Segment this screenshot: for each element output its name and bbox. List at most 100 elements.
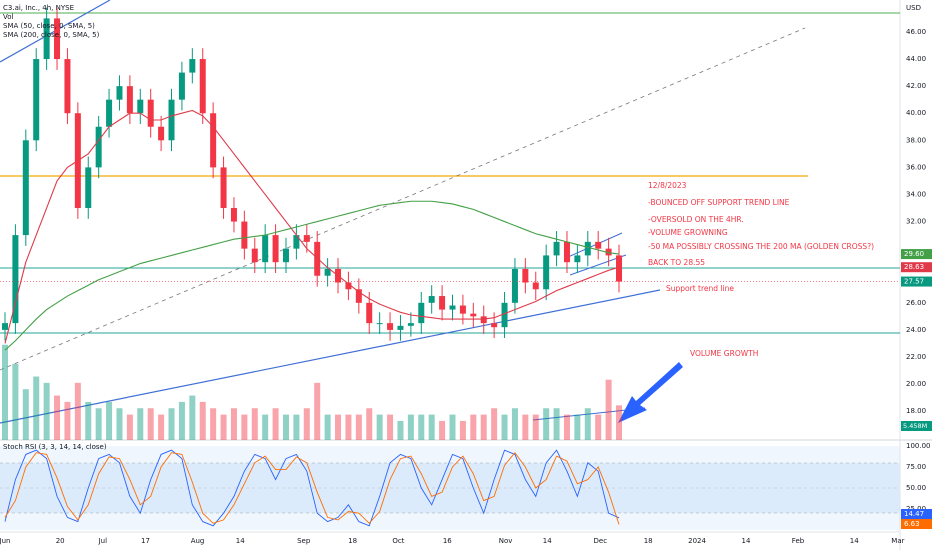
- volume-bar: [387, 414, 394, 440]
- candle-body: [210, 113, 217, 168]
- volume-bar: [147, 408, 154, 440]
- volume-bar: [33, 376, 40, 440]
- volume-bar: [272, 408, 279, 440]
- support-trend-line: [0, 289, 661, 424]
- candle-body: [95, 126, 102, 168]
- candle-body: [459, 305, 466, 314]
- volume-bar: [22, 389, 29, 440]
- volume-bar: [12, 363, 19, 440]
- price-label-box: [901, 262, 932, 273]
- volume-bar: [355, 414, 362, 440]
- volume-bar: [574, 414, 581, 440]
- candle-body: [178, 72, 185, 100]
- candle-body: [376, 323, 383, 325]
- volume-bar: [64, 401, 71, 440]
- y-tick-label: 34.00: [906, 190, 926, 198]
- candle-body: [199, 59, 206, 114]
- volume-bar: [178, 401, 185, 440]
- price-label-box: [901, 276, 932, 287]
- annotation: -OVERSOLD ON THE 4HR.: [648, 215, 744, 224]
- volume-bar: [324, 414, 331, 440]
- x-tick-label: 14: [850, 537, 859, 545]
- candle-body: [428, 296, 435, 303]
- volume-bar: [335, 414, 342, 440]
- volume-label-box: [901, 421, 932, 431]
- y-tick-label: 36.00: [906, 163, 926, 171]
- y-tick-label: 75.00: [906, 463, 926, 471]
- volume-label: 5.458M: [903, 422, 927, 430]
- candle-body: [491, 323, 498, 328]
- volume-legend: Vol: [3, 13, 14, 21]
- volume-bar: [293, 414, 300, 440]
- x-tick-label: 2024: [688, 537, 706, 545]
- candle-body: [355, 289, 362, 303]
- candle-body: [553, 241, 560, 256]
- x-tick-label: Oct: [392, 537, 404, 545]
- y-tick-label: 18.00: [906, 407, 926, 415]
- annotation: 12/8/2023: [648, 181, 687, 190]
- candle-body: [33, 59, 40, 141]
- candle-body: [189, 59, 196, 73]
- volume-bar: [376, 414, 383, 440]
- candle-body: [584, 241, 591, 256]
- candle-body: [137, 99, 144, 114]
- volume-bar: [126, 414, 133, 440]
- volume-bar: [616, 405, 623, 440]
- annotation: -50 MA POSSIBLY CROSSING THE 200 MA (GOL…: [648, 242, 874, 251]
- candle-body: [158, 126, 165, 141]
- sma-line: [4, 200, 620, 351]
- stoch-label-box: [901, 519, 932, 529]
- volume-bar: [418, 414, 425, 440]
- x-tick-label: Sep: [297, 537, 311, 545]
- volume-bar: [168, 408, 175, 440]
- candle-body: [54, 18, 61, 60]
- volume-bar: [230, 408, 237, 440]
- candle-body: [501, 302, 508, 328]
- stoch-legend: Stoch RSI (3, 3, 14, 14, close): [3, 443, 107, 451]
- volume-bar: [210, 408, 217, 440]
- candle-body: [262, 235, 269, 263]
- candle-body: [387, 323, 394, 330]
- sma-line: [4, 109, 620, 344]
- x-tick-label: Jun: [0, 537, 10, 545]
- candle-body: [449, 305, 456, 310]
- x-tick-label: Nov: [499, 537, 513, 545]
- candle-body: [407, 323, 414, 326]
- candle-body: [22, 140, 29, 236]
- sma-legend: SMA (200, close, 0, SMA, 5): [3, 31, 100, 39]
- volume-bar: [501, 414, 508, 440]
- y-tick-label: 22.00: [906, 353, 926, 361]
- candle-body: [574, 255, 581, 263]
- arrow: [618, 362, 683, 423]
- candle-body: [126, 86, 133, 114]
- volume-bar: [199, 401, 206, 440]
- y-tick-label: 32.00: [906, 218, 926, 226]
- volume-bar: [2, 344, 8, 440]
- volume-bar: [605, 379, 612, 440]
- volume-bar: [158, 414, 165, 440]
- price-label: 28.63: [904, 263, 924, 271]
- candle-body: [220, 167, 227, 209]
- volume-bar: [470, 414, 477, 440]
- candle-body: [563, 241, 570, 263]
- y-tick-label: 42.00: [906, 82, 926, 90]
- stoch-label: 6.63: [904, 520, 920, 528]
- candle-body: [418, 302, 425, 324]
- candle-body: [439, 296, 446, 310]
- stoch-line: [4, 449, 620, 527]
- volume-bar: [543, 408, 550, 440]
- x-tick-label: 18: [348, 537, 357, 545]
- candle-body: [397, 325, 404, 330]
- stoch-line: [4, 451, 620, 525]
- y-tick-label: 100.00: [906, 442, 931, 450]
- volume-bar: [54, 395, 61, 440]
- candle-body: [345, 282, 352, 290]
- candle-body: [12, 235, 19, 324]
- volume-bar: [241, 414, 248, 440]
- volume-bar: [459, 420, 466, 440]
- x-tick-label: 14: [236, 537, 245, 545]
- volume-bar: [584, 408, 591, 440]
- y-tick-label: 26.00: [906, 299, 926, 307]
- x-tick-label: Aug: [191, 537, 205, 545]
